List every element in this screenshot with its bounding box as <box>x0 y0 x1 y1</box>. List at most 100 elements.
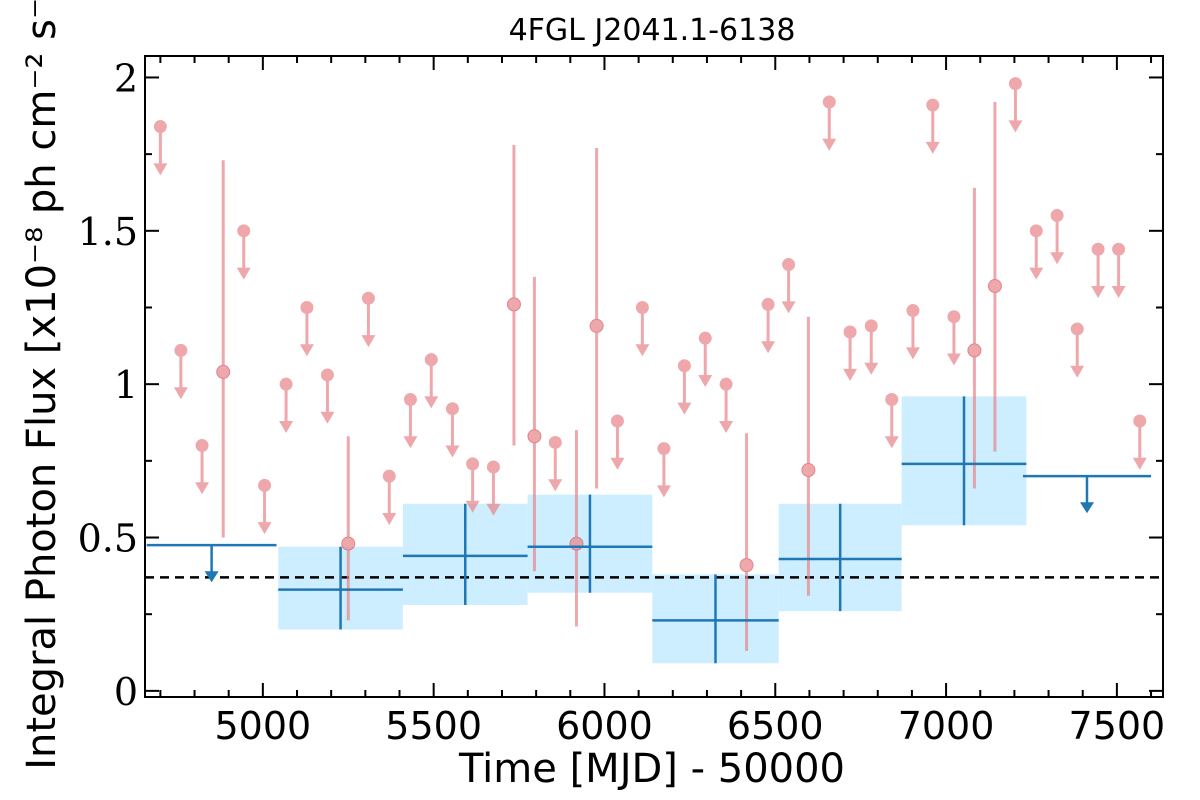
upper-limit-marker <box>677 359 691 373</box>
upper-limit-marker <box>1070 322 1084 336</box>
short-bin-upper-limit <box>925 98 940 154</box>
upper-limit-arrowhead <box>195 482 210 495</box>
upper-limit-marker <box>382 469 396 483</box>
short-bin-detection <box>216 160 231 538</box>
y-tick-label: 0.5 <box>78 517 138 561</box>
upper-limit-arrowhead <box>822 138 837 151</box>
short-bin-detection <box>987 102 1002 452</box>
detection-marker <box>506 297 521 312</box>
upper-limit-arrowhead <box>236 267 251 280</box>
upper-limit-arrowhead <box>279 420 294 433</box>
x-tick-label: 7500 <box>1069 704 1166 748</box>
upper-limit-marker <box>1112 242 1126 256</box>
upper-limit-marker <box>445 402 459 416</box>
upper-limit-marker <box>906 304 920 318</box>
upper-limit-arrowhead <box>320 411 335 424</box>
short-bin-upper-limit <box>946 310 961 366</box>
short-bin-upper-limit <box>257 478 272 535</box>
short-bin-points <box>153 77 1147 651</box>
short-bin-upper-limit <box>1132 414 1147 470</box>
y-tick-label: 1 <box>114 363 138 407</box>
long-bin-limit-arrowhead <box>204 571 219 583</box>
upper-limit-arrowhead <box>382 512 397 525</box>
short-bin-upper-limit <box>173 343 188 400</box>
short-bin-upper-limit <box>1050 208 1065 265</box>
short-bin-detection <box>801 316 816 596</box>
upper-limit-marker <box>486 460 500 474</box>
y-tick-label: 1.5 <box>78 210 138 254</box>
short-bin-detection <box>527 276 542 572</box>
short-bin-upper-limit <box>822 95 837 151</box>
detection-marker <box>569 536 584 551</box>
upper-limit-marker <box>1050 208 1064 222</box>
upper-limit-marker <box>1029 224 1043 238</box>
upper-limit-arrowhead <box>946 353 961 366</box>
upper-limit-marker <box>300 300 314 314</box>
detection-marker <box>527 429 542 444</box>
short-bin-upper-limit <box>320 368 335 424</box>
short-bin-upper-limit <box>1029 224 1044 280</box>
short-bin-upper-limit <box>465 457 480 513</box>
upper-limit-arrowhead <box>173 387 188 400</box>
detection-marker <box>967 343 982 358</box>
long-bin-points <box>146 396 1152 664</box>
short-bin-upper-limit <box>1091 242 1106 299</box>
upper-limit-arrowhead <box>361 335 376 348</box>
upper-limit-marker <box>320 368 334 382</box>
upper-limit-arrowhead <box>1111 286 1126 299</box>
short-bin-upper-limit <box>610 414 625 470</box>
short-bin-upper-limit <box>761 297 776 354</box>
upper-limit-marker <box>657 442 671 456</box>
upper-limit-marker <box>610 414 624 428</box>
detection-marker <box>739 558 754 573</box>
short-bin-upper-limit <box>445 402 460 458</box>
upper-limit-arrowhead <box>884 436 899 449</box>
upper-limit-marker <box>174 343 188 357</box>
upper-limit-arrowhead <box>548 479 563 492</box>
detection-marker <box>987 279 1002 294</box>
upper-limit-marker <box>885 393 899 407</box>
upper-limit-marker <box>698 331 712 345</box>
detection-marker <box>341 536 356 551</box>
detection-marker <box>589 318 604 333</box>
upper-limit-arrowhead <box>1091 286 1106 299</box>
upper-limit-arrowhead <box>761 341 776 354</box>
upper-limit-marker <box>635 300 649 314</box>
x-tick-label: 6000 <box>556 704 653 748</box>
short-bin-upper-limit <box>486 460 501 516</box>
long-bin-uncertainty-bands <box>278 396 1027 664</box>
y-tick-label: 0 <box>114 670 138 714</box>
upper-limit-arrowhead <box>486 503 501 516</box>
upper-limit-arrowhead <box>864 362 879 375</box>
detection-marker <box>216 364 231 379</box>
x-tick-label: 5000 <box>214 704 311 748</box>
long-bin-limit-arrowhead <box>1079 502 1094 514</box>
short-bin-upper-limit <box>781 258 796 314</box>
upper-limit-marker <box>761 297 775 311</box>
short-bin-upper-limit <box>719 377 734 433</box>
plot-frame <box>144 55 1164 698</box>
upper-limit-arrowhead <box>719 420 734 433</box>
upper-limit-arrowhead <box>403 436 418 449</box>
short-bin-upper-limit <box>698 331 713 387</box>
upper-limit-arrowhead <box>1132 457 1147 470</box>
upper-limit-marker <box>237 224 251 238</box>
upper-limit-arrowhead <box>1070 365 1085 378</box>
upper-limit-arrowhead <box>677 402 692 415</box>
short-bin-upper-limit <box>195 439 210 495</box>
upper-limit-marker <box>782 258 796 272</box>
upper-limit-arrowhead <box>424 396 439 409</box>
upper-limit-marker <box>548 435 562 449</box>
y-tick-label: 2 <box>114 56 138 100</box>
upper-limit-marker <box>153 120 167 134</box>
upper-limit-marker <box>1008 77 1022 91</box>
short-bin-upper-limit <box>236 224 251 280</box>
x-tick-label: 5500 <box>385 704 482 748</box>
upper-limit-arrowhead <box>656 485 671 498</box>
upper-limit-arrowhead <box>1029 267 1044 280</box>
upper-limit-marker <box>926 98 940 112</box>
detection-marker <box>801 463 816 478</box>
upper-limit-marker <box>361 291 375 305</box>
chart-title: 4FGL J2041.1-6138 <box>509 13 796 48</box>
